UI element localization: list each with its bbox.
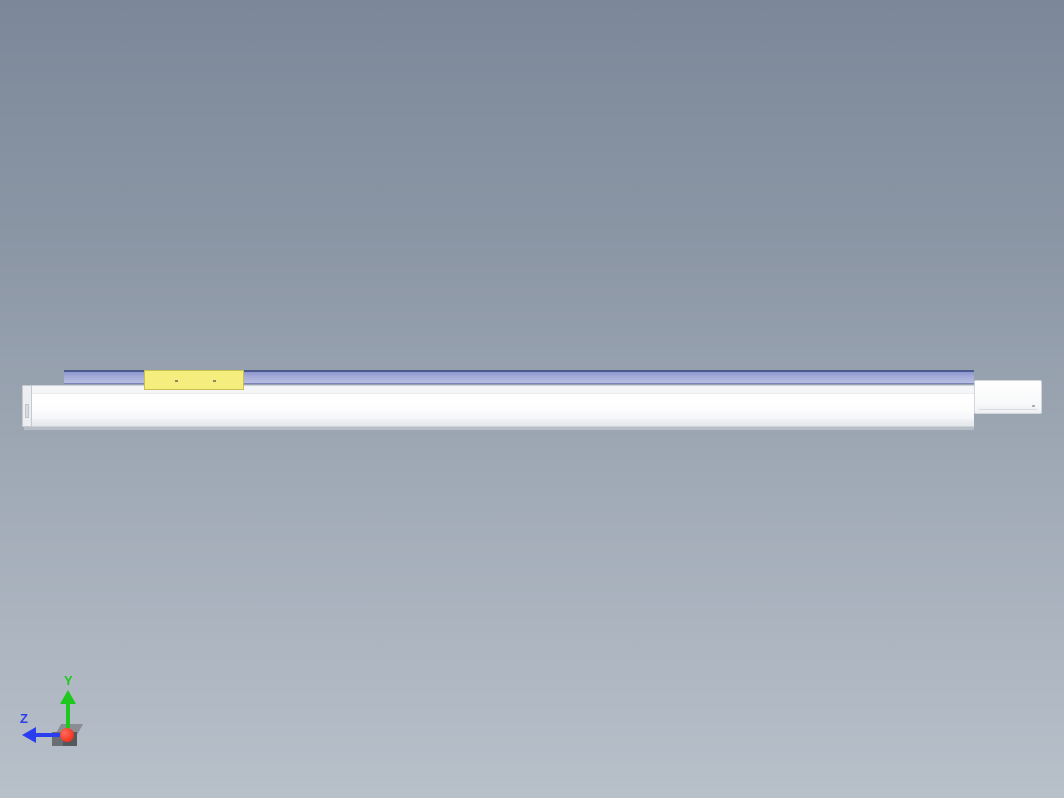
z-axis-line: [34, 733, 62, 737]
mount-block-edge: [979, 409, 1037, 410]
mount-block-hole: [1032, 405, 1035, 407]
carriage-slider: [144, 370, 244, 390]
z-axis-label: Z: [20, 711, 28, 726]
x-axis-origin-dot: [60, 728, 74, 742]
y-axis-line: [66, 702, 70, 728]
rail-body-lower: [24, 419, 974, 427]
rail-body-main: [24, 393, 974, 419]
motor-mount-block: [974, 380, 1042, 414]
axis-triad[interactable]: Y Z: [20, 674, 92, 746]
end-cap-left: [22, 385, 32, 427]
y-axis-label: Y: [64, 673, 73, 688]
cad-viewport[interactable]: Y Z: [0, 0, 1064, 798]
y-axis-arrow-icon: [60, 690, 76, 704]
end-cap-notch: [25, 404, 29, 418]
rail-body-shadow: [24, 427, 974, 430]
z-axis-arrow-icon: [22, 727, 36, 743]
model-linear-rail[interactable]: [24, 370, 1042, 430]
